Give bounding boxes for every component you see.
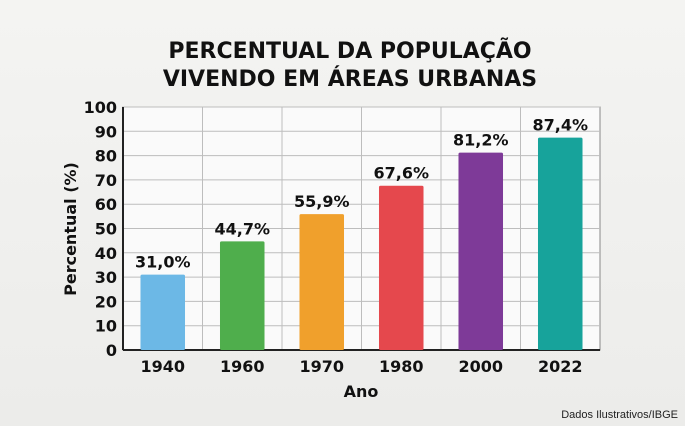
bar bbox=[219, 241, 265, 350]
bar bbox=[458, 152, 504, 350]
data-label: 67,6% bbox=[373, 164, 429, 183]
y-tick-label: 20 bbox=[95, 292, 117, 311]
x-tick-label: 1980 bbox=[379, 357, 424, 376]
y-axis-label: Percentual (%) bbox=[61, 162, 80, 296]
bars bbox=[140, 137, 583, 350]
y-tick-label: 40 bbox=[95, 244, 117, 263]
data-label: 44,7% bbox=[214, 219, 270, 238]
data-label: 81,2% bbox=[453, 131, 509, 150]
y-tick-label: 50 bbox=[95, 220, 117, 239]
y-tick-label: 70 bbox=[95, 171, 117, 190]
grid bbox=[122, 106, 601, 351]
x-tick-label: 2000 bbox=[458, 357, 503, 376]
y-tick-label: 0 bbox=[106, 341, 117, 360]
source-note: Dados Ilustrativos/IBGE bbox=[561, 409, 678, 421]
x-tick-label: 1960 bbox=[220, 357, 265, 376]
y-tick-label: 10 bbox=[95, 317, 117, 336]
bar bbox=[378, 185, 424, 350]
bar bbox=[140, 274, 186, 350]
bar bbox=[537, 137, 583, 350]
x-tick-label: 1970 bbox=[299, 357, 344, 376]
bar bbox=[299, 214, 345, 350]
y-tick-label: 30 bbox=[95, 268, 117, 287]
x-tick-label: 1940 bbox=[140, 357, 185, 376]
y-tick-label: 80 bbox=[95, 147, 117, 166]
x-tick-label: 2022 bbox=[538, 357, 583, 376]
data-label: 55,9% bbox=[294, 192, 350, 211]
data-label: 31,0% bbox=[135, 253, 191, 272]
data-label: 87,4% bbox=[532, 116, 588, 135]
x-axis-label: Ano bbox=[344, 382, 379, 401]
data-labels: 31,0% 44,7% 55,9% 67,6% 81,2% 87,4% bbox=[135, 116, 588, 272]
y-tick-label: 100 bbox=[84, 98, 117, 117]
x-axis-ticks: 1940 1960 1970 1980 2000 2022 bbox=[140, 357, 582, 376]
y-tick-label: 90 bbox=[95, 122, 117, 141]
y-tick-label: 60 bbox=[95, 195, 117, 214]
y-axis-ticks: 0 10 20 30 40 50 60 70 80 90 100 bbox=[84, 98, 117, 360]
chart-title-line-1: PERCENTUAL DA POPULAÇÃO bbox=[168, 38, 531, 64]
chart-title-line-2: VIVENDO EM ÁREAS URBANAS bbox=[163, 66, 537, 92]
